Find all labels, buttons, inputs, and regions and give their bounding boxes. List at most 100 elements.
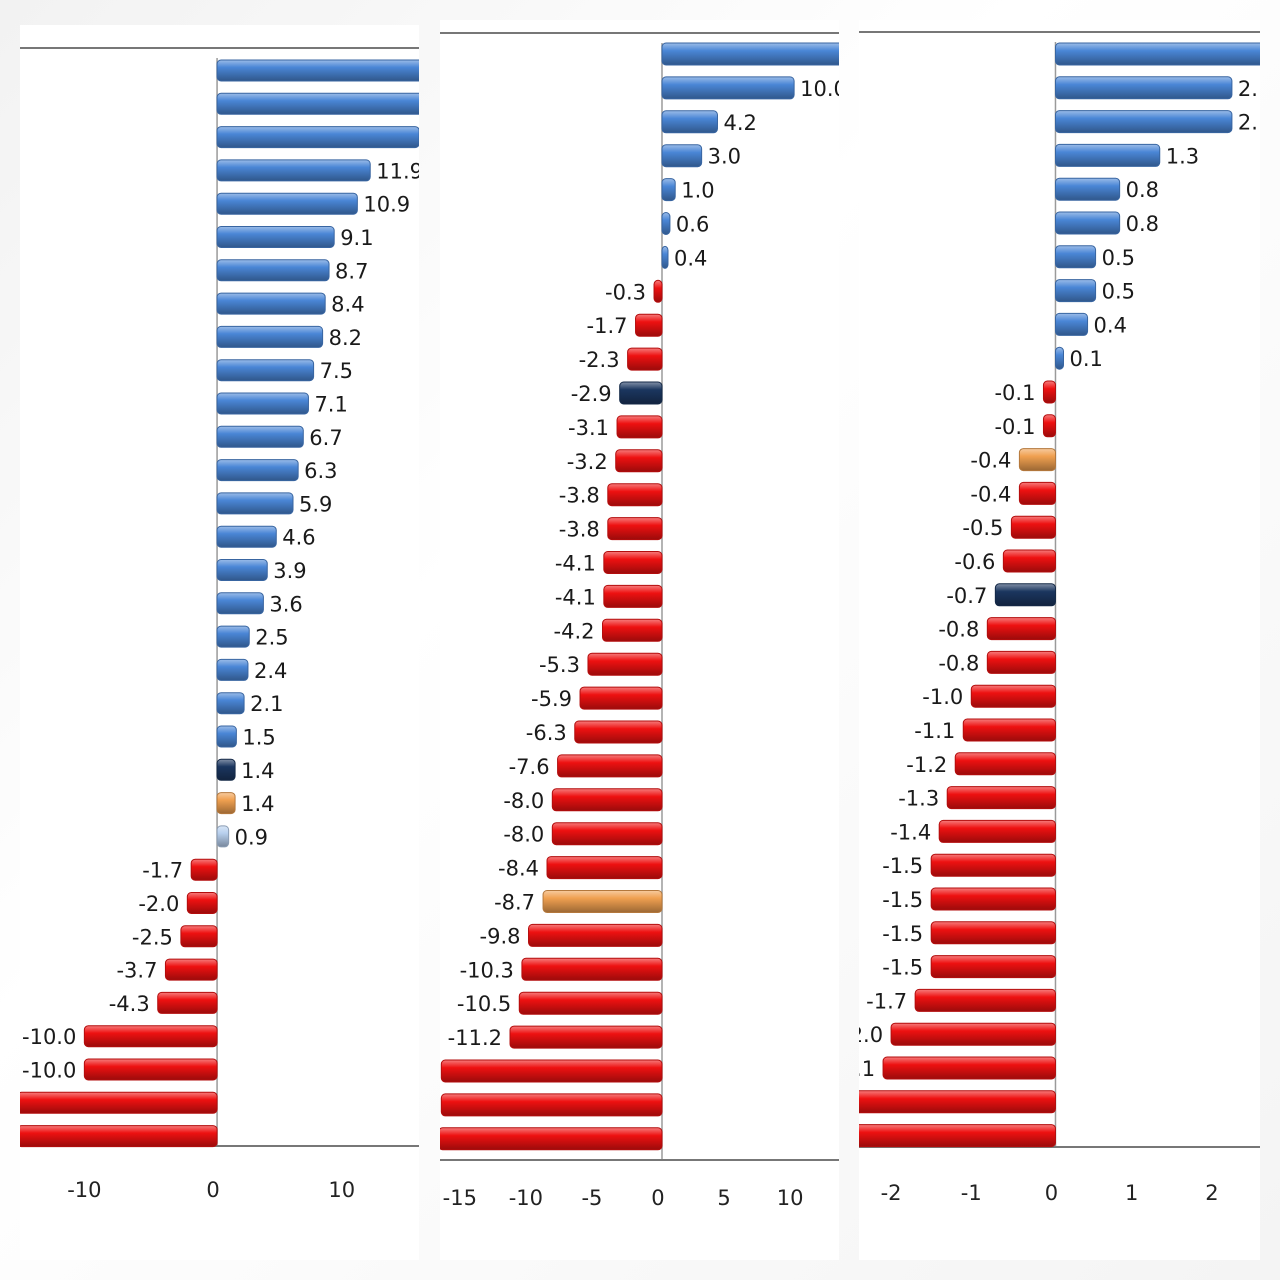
data-label: -0.4 bbox=[970, 449, 1011, 473]
bar bbox=[1018, 481, 1056, 505]
bar bbox=[440, 1093, 663, 1117]
bar bbox=[216, 192, 358, 215]
data-label: 4.2 bbox=[723, 111, 756, 135]
bar bbox=[216, 425, 304, 448]
data-label: -5.9 bbox=[531, 687, 572, 711]
bar bbox=[216, 392, 309, 415]
data-label: -10.0 bbox=[22, 1025, 76, 1049]
data-label: -0.1 bbox=[994, 415, 1035, 439]
bar bbox=[216, 625, 250, 648]
data-label: -2.5 bbox=[132, 925, 173, 949]
bar bbox=[1042, 414, 1056, 438]
bar bbox=[557, 754, 663, 778]
bar bbox=[528, 923, 663, 947]
bar bbox=[954, 752, 1056, 776]
data-label: -4.3 bbox=[109, 992, 150, 1016]
chart-panel-right: 2. 2. 1.3 0.8 0.8 0.5 0.5 0.4 0.1 -0.1 -0.1 -0.4 -0.… bbox=[859, 20, 1260, 1260]
data-label: 0.4 bbox=[1094, 313, 1127, 337]
bar bbox=[518, 991, 663, 1015]
bar bbox=[930, 853, 1056, 877]
bar bbox=[616, 415, 663, 439]
bar bbox=[574, 720, 663, 744]
data-label: -2.9 bbox=[571, 382, 612, 406]
data-label: 0.5 bbox=[1102, 280, 1135, 304]
bar bbox=[216, 825, 230, 848]
data-label: -1.5 bbox=[882, 888, 923, 912]
data-label: 11.9 bbox=[376, 159, 419, 183]
data-label: -9.8 bbox=[480, 924, 521, 948]
data-label: 1.4 bbox=[241, 792, 274, 816]
bar bbox=[859, 1124, 1056, 1148]
data-label: -1.3 bbox=[898, 787, 939, 811]
bar bbox=[216, 792, 236, 815]
data-label: 7.5 bbox=[320, 359, 353, 383]
bar bbox=[216, 592, 264, 615]
x-tick-label: 0 bbox=[651, 1186, 664, 1210]
bar bbox=[859, 1090, 1056, 1114]
x-tick-label: -15 bbox=[443, 1186, 477, 1210]
bar bbox=[587, 652, 663, 676]
data-label: 8.7 bbox=[335, 259, 368, 283]
bar bbox=[1042, 380, 1056, 404]
bar bbox=[930, 955, 1056, 979]
data-label: -1.5 bbox=[882, 956, 923, 980]
bar bbox=[216, 92, 419, 115]
data-label: -8.4 bbox=[498, 857, 539, 881]
data-label: 10.9 bbox=[363, 193, 410, 217]
data-label: 3.6 bbox=[269, 592, 302, 616]
data-label: 9.1 bbox=[340, 226, 373, 250]
bar bbox=[216, 126, 419, 149]
data-label: -1.0 bbox=[922, 685, 963, 709]
bar bbox=[216, 725, 237, 748]
data-label: -1.1 bbox=[914, 719, 955, 743]
bar bbox=[509, 1025, 663, 1049]
bar bbox=[1054, 279, 1097, 303]
bar bbox=[661, 245, 669, 269]
data-label: -2.3 bbox=[579, 348, 620, 372]
bar bbox=[216, 226, 335, 248]
bar bbox=[551, 822, 663, 846]
bar bbox=[579, 686, 663, 710]
bar bbox=[551, 788, 663, 812]
data-label: -0.8 bbox=[938, 618, 979, 642]
bar bbox=[1054, 245, 1097, 269]
data-label: -3.1 bbox=[568, 416, 609, 440]
data-label: 8.4 bbox=[331, 293, 364, 317]
data-label: -3.8 bbox=[559, 484, 600, 508]
bar bbox=[440, 1127, 663, 1151]
data-label: -3.8 bbox=[559, 518, 600, 542]
bar bbox=[1054, 312, 1089, 336]
data-label: -3.2 bbox=[567, 450, 608, 474]
data-label: -6.3 bbox=[526, 721, 567, 745]
bar bbox=[216, 525, 277, 548]
data-label: -1.5 bbox=[882, 854, 923, 878]
data-label: -10.0 bbox=[22, 1059, 76, 1083]
data-label: -10.3 bbox=[460, 958, 514, 982]
bar bbox=[930, 887, 1056, 911]
data-label: 1.3 bbox=[1166, 144, 1199, 168]
data-label: -7.6 bbox=[509, 755, 550, 779]
data-label: -0.3 bbox=[605, 280, 646, 304]
bar-chart-middle: 10.0 4.2 3.0 1.0 0.6 0.4 -0.3 -1.7 -2.3 -2.9 -3.1 -… bbox=[440, 32, 839, 1210]
data-label: 6.7 bbox=[309, 426, 342, 450]
bar bbox=[890, 1022, 1056, 1046]
data-label: -1.5 bbox=[882, 922, 923, 946]
bar bbox=[1054, 76, 1233, 100]
bar bbox=[216, 159, 371, 182]
bar bbox=[216, 692, 245, 715]
chart-panel-middle: 10.0 4.2 3.0 1.0 0.6 0.4 -0.3 -1.7 -2.3 -2.9 -3.1 -… bbox=[440, 20, 839, 1260]
bar bbox=[1054, 42, 1260, 66]
bar bbox=[962, 718, 1056, 742]
x-tick-label: -5 bbox=[581, 1186, 602, 1210]
data-label: 2. bbox=[1238, 77, 1258, 101]
bar bbox=[216, 559, 268, 581]
bar bbox=[882, 1056, 1056, 1080]
data-label: 0.8 bbox=[1126, 178, 1159, 202]
chart-panel-left: 11.9 10.9 9.1 8.7 8.4 8.2 7.5 7.1 6.7 6.3 5.9 4.6 3.… bbox=[20, 25, 419, 1260]
bar bbox=[661, 212, 671, 235]
bar bbox=[930, 921, 1056, 945]
data-label: 1.0 bbox=[681, 179, 714, 203]
bar bbox=[635, 313, 663, 337]
bar bbox=[157, 991, 218, 1014]
bar bbox=[180, 925, 218, 948]
